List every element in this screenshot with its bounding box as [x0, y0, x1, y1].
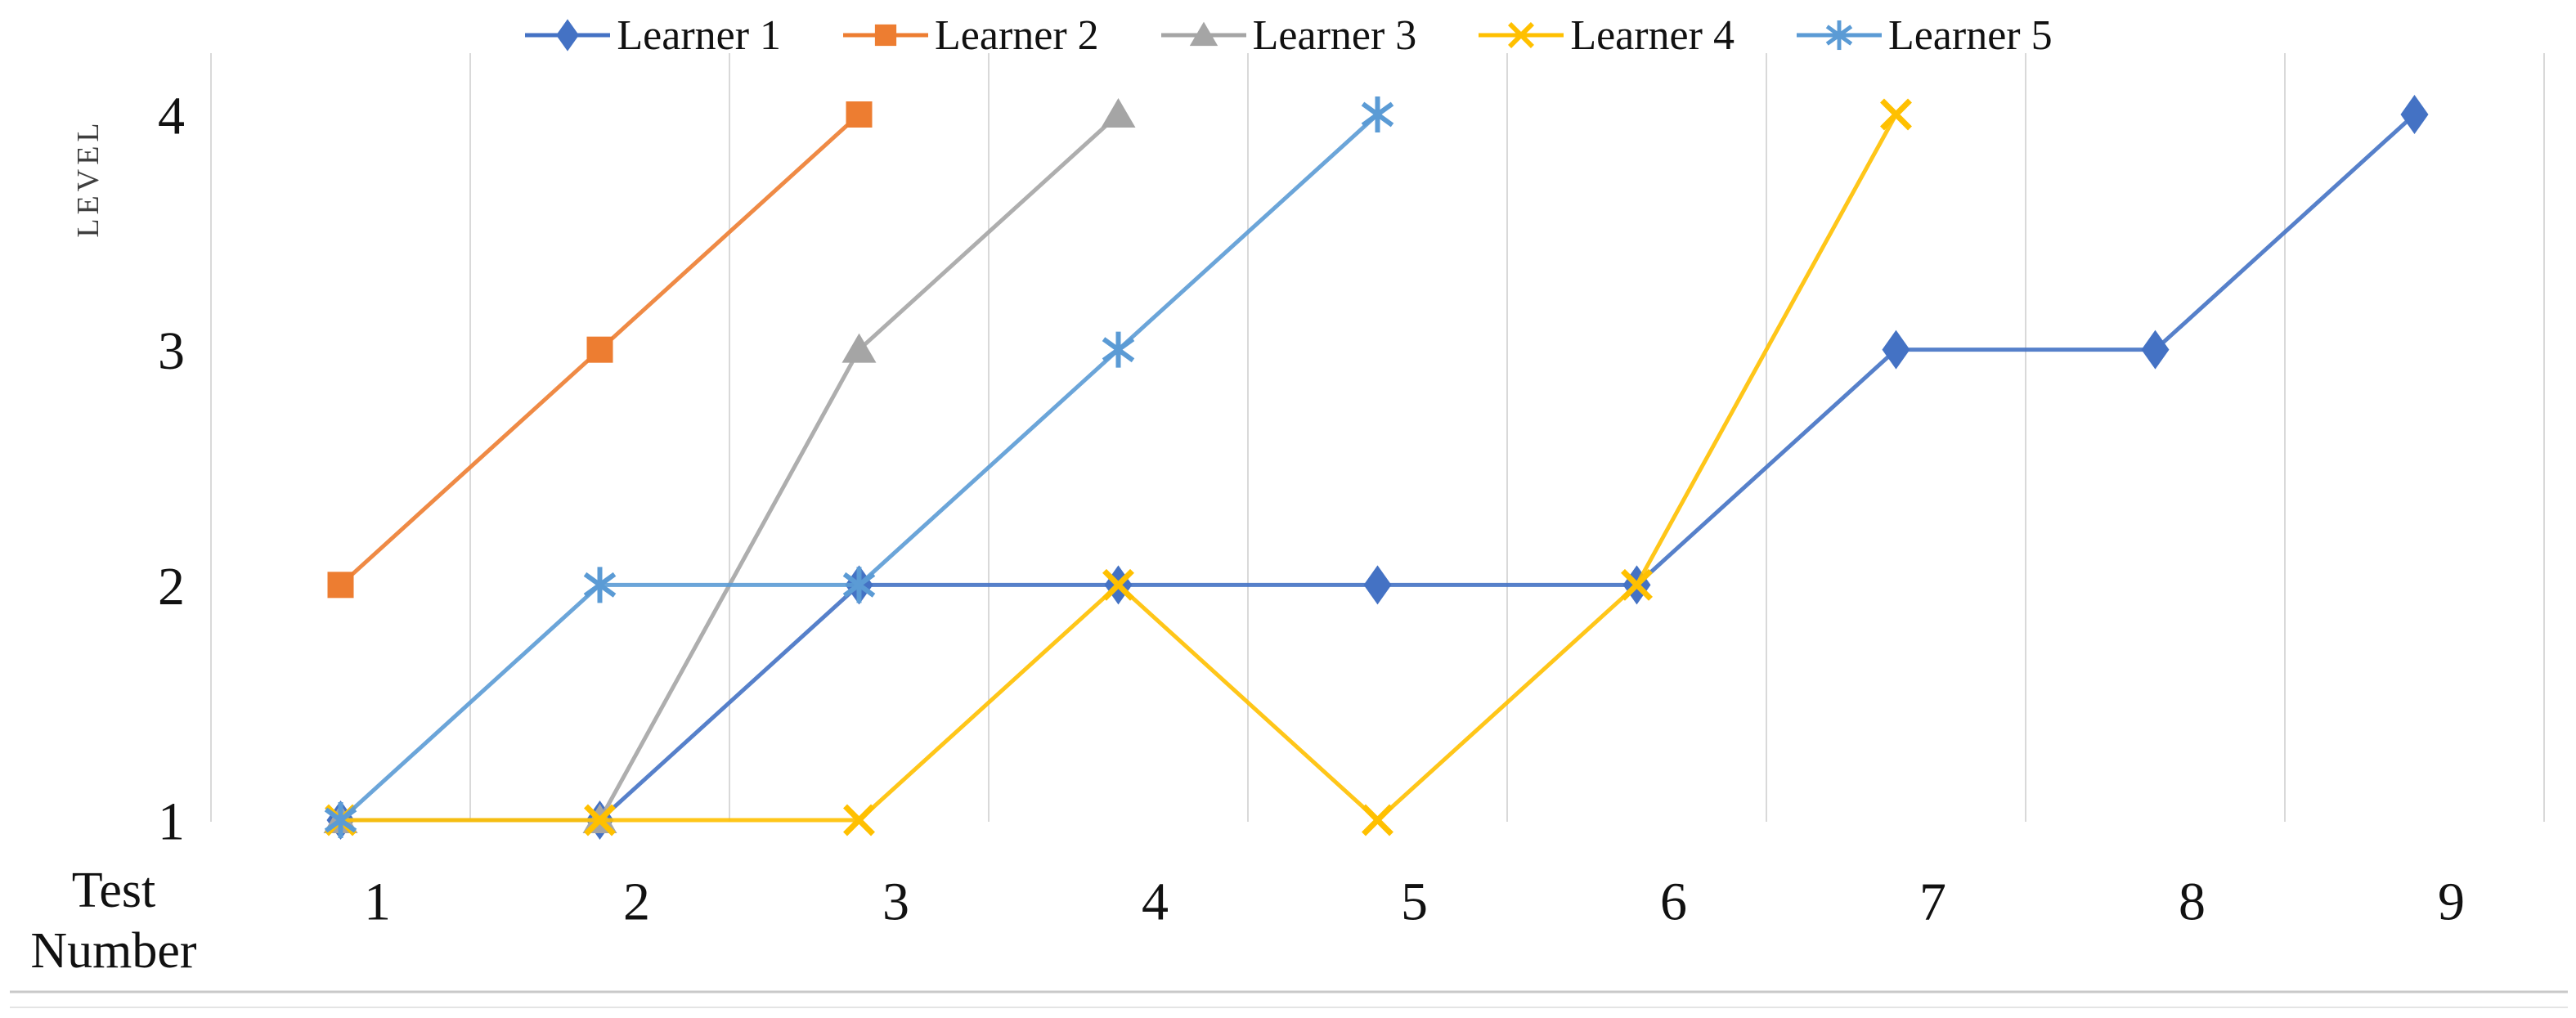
legend-item-5: Learner 5: [1795, 11, 2053, 60]
series-line-learner-5: [339, 113, 1380, 822]
x-tick-label: 9: [2438, 872, 2465, 932]
data-point-marker-square: [586, 336, 613, 363]
x-axis-title: Test Number: [11, 860, 216, 981]
legend-item-3: Learner 3: [1160, 11, 1417, 60]
legend-label: Learner 3: [1252, 11, 1417, 59]
x-tick-label: 6: [1660, 872, 1687, 932]
y-tick-label: 2: [158, 557, 185, 617]
legend-item-2: Learner 2: [841, 11, 1099, 60]
data-point-marker-asterisk: [324, 802, 357, 838]
legend-label: Learner 5: [1887, 11, 2053, 59]
data-point-marker-asterisk: [1361, 96, 1394, 132]
y-tick-label: 3: [158, 321, 185, 381]
chart-legend: Learner 1 Learner 2 Learner 3 Learner 4 Lear…: [0, 7, 2576, 64]
data-point-marker-asterisk: [842, 567, 876, 603]
data-point-marker-triangle: [1101, 98, 1136, 128]
diamond-legend-marker-icon: [525, 19, 611, 52]
x-tick-label: 3: [882, 872, 909, 932]
x-axis-title-line2: Number: [30, 923, 197, 979]
x-tick-label: 8: [2179, 872, 2206, 932]
data-point-marker-square: [327, 572, 354, 599]
x-tick-label: 7: [1919, 872, 1946, 932]
data-point-marker-square: [874, 24, 897, 47]
data-point-marker-diamond: [556, 19, 580, 52]
data-point-marker-diamond: [2400, 95, 2429, 134]
data-point-marker-triangle: [841, 333, 877, 363]
data-point-marker-asterisk: [583, 567, 617, 603]
data-point-marker-triangle: [1189, 21, 1218, 47]
x-tick-label: 5: [1401, 872, 1428, 932]
data-point-marker-asterisk: [1825, 20, 1853, 51]
asterisk-legend-marker-icon: [1796, 20, 1882, 51]
series-line-learner-4: [340, 113, 1898, 823]
data-point-marker-diamond: [2141, 330, 2170, 370]
x-tick-label: 4: [1142, 872, 1169, 932]
legend-label: Learner 2: [935, 11, 1099, 59]
data-point-marker-x: [584, 804, 616, 836]
legend-label: Learner 1: [617, 11, 782, 59]
x-legend-marker-icon: [1479, 22, 1564, 48]
data-point-marker-diamond: [1363, 565, 1392, 605]
legend-item-1: Learner 1: [523, 11, 781, 60]
y-axis-title: LEVEL: [71, 119, 105, 238]
data-point-marker-x: [1880, 98, 1912, 131]
triangle-legend-marker-icon: [1160, 21, 1246, 47]
data-point-marker-square: [846, 101, 873, 128]
y-tick-label: 1: [158, 792, 185, 852]
data-point-marker-x: [843, 804, 875, 836]
x-axis-title-line1: Test: [71, 863, 156, 918]
x-tick-label: 1: [364, 872, 391, 932]
series-line-learner-1: [340, 113, 2417, 823]
data-point-marker-asterisk: [1102, 331, 1135, 368]
data-point-marker-x: [1508, 22, 1535, 48]
x-tick-label: 2: [623, 872, 650, 932]
legend-item-4: Learner 4: [1477, 11, 1735, 60]
y-tick-label: 4: [158, 87, 185, 146]
data-point-marker-x: [1621, 568, 1653, 601]
data-point-marker-diamond: [1882, 330, 1910, 370]
data-point-marker-x: [1102, 568, 1134, 601]
data-point-marker-x: [1362, 804, 1393, 836]
legend-label: Learner 4: [1570, 11, 1735, 59]
square-legend-marker-icon: [843, 24, 929, 47]
